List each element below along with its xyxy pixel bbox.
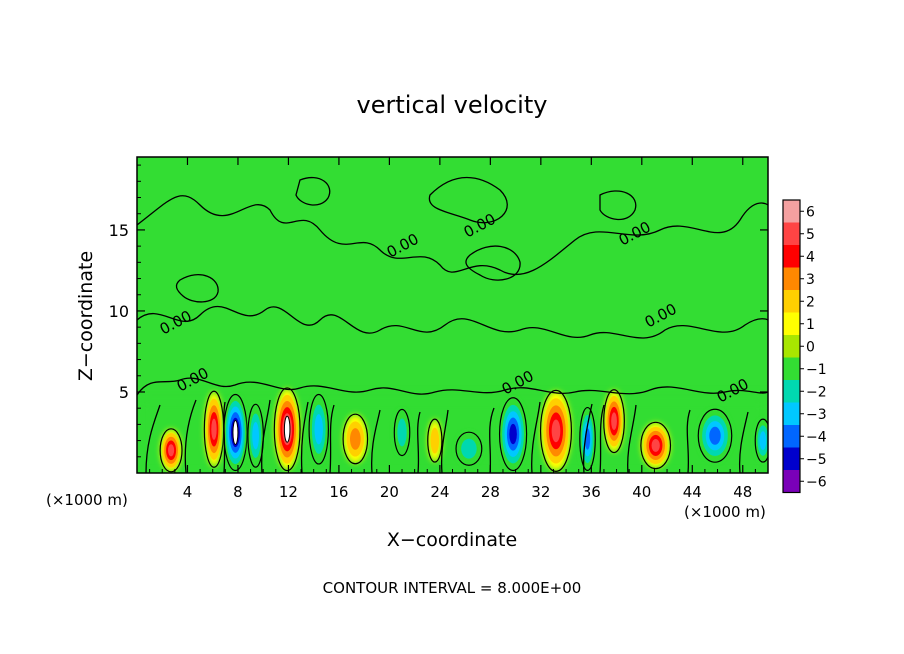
zero-contours bbox=[137, 176, 768, 473]
x-axis-label: X−coordinate bbox=[387, 529, 517, 551]
colorbar-swatch bbox=[783, 267, 800, 290]
colorbar-swatch bbox=[783, 290, 800, 313]
colorbar-label: 2 bbox=[806, 294, 815, 310]
velocity-cell bbox=[427, 418, 443, 463]
plot-area: 0.000.000.00 0.000.000.000.000.00 bbox=[136, 156, 769, 474]
velocity-cell bbox=[308, 393, 329, 465]
x-tick-label: 36 bbox=[582, 483, 601, 501]
colorbar-label: −2 bbox=[806, 384, 827, 400]
x-tick-label: 48 bbox=[733, 483, 752, 501]
colorbar-swatch bbox=[783, 470, 800, 493]
colorbar-label: 0 bbox=[806, 339, 815, 355]
colorbar-label: −1 bbox=[806, 362, 827, 378]
colorbar-swatch bbox=[783, 402, 800, 425]
velocity-cell bbox=[498, 397, 528, 472]
colorbar-swatch bbox=[783, 380, 800, 403]
x-tick-label: 8 bbox=[233, 483, 243, 501]
colorbar-label: −4 bbox=[806, 429, 827, 445]
x-tick-label: 4 bbox=[183, 483, 193, 501]
velocity-cell bbox=[539, 389, 573, 472]
x-tick-label: 28 bbox=[481, 483, 500, 501]
velocity-cell bbox=[579, 406, 596, 471]
y-tick-label: 10 bbox=[109, 302, 129, 321]
x-unit-right: (×1000 m) bbox=[684, 503, 766, 521]
colorbar-swatch bbox=[783, 312, 800, 335]
y-tick-label: 5 bbox=[119, 383, 129, 402]
colorbar-swatch bbox=[783, 425, 800, 448]
x-tick-label: 44 bbox=[683, 483, 702, 501]
y-axis-label: Z−coordinate bbox=[75, 251, 97, 381]
x-tick-label: 24 bbox=[430, 483, 449, 501]
velocity-cell bbox=[342, 413, 369, 465]
y-axis: 5 10 15 bbox=[109, 164, 768, 458]
colorbar-swatch bbox=[783, 200, 800, 223]
velocity-cell bbox=[273, 387, 301, 472]
x-tick-label: 32 bbox=[531, 483, 550, 501]
velocity-cell bbox=[203, 390, 225, 468]
velocity-cell bbox=[393, 408, 411, 457]
colorbar-label: 5 bbox=[806, 227, 815, 243]
colorbar-label: −6 bbox=[806, 474, 827, 490]
colorbar-label: 1 bbox=[806, 317, 815, 333]
velocity-cell bbox=[159, 428, 183, 473]
colorbar-swatch bbox=[783, 335, 800, 358]
velocity-cell bbox=[754, 418, 768, 463]
chart-title: vertical velocity bbox=[357, 91, 548, 119]
colorbar-label: −3 bbox=[806, 407, 827, 423]
colorbar: 6 5 4 3 2 1 0 −1 −2 −3 −4 −5 −6 bbox=[782, 199, 827, 494]
x-tick-label: 16 bbox=[329, 483, 348, 501]
colorbar-label: 6 bbox=[806, 204, 815, 220]
x-tick-label: 40 bbox=[632, 483, 651, 501]
colorbar-swatch bbox=[783, 447, 800, 470]
colorbar-swatch bbox=[783, 245, 800, 268]
y-tick-label: 15 bbox=[109, 221, 129, 240]
x-tick-label: 12 bbox=[279, 483, 298, 501]
velocity-cells bbox=[137, 387, 768, 473]
velocity-cell bbox=[697, 408, 733, 463]
x-axis: 4 8 12 16 20 24 28 32 36 40 44 48 bbox=[149, 157, 756, 501]
colorbar-swatch bbox=[783, 222, 800, 245]
velocity-cell bbox=[640, 421, 672, 470]
colorbar-label: 4 bbox=[806, 249, 815, 265]
contour-interval-note: CONTOUR INTERVAL = 8.000E+00 bbox=[323, 579, 582, 597]
velocity-cell bbox=[603, 389, 625, 454]
colorbar-label: −5 bbox=[806, 452, 827, 468]
velocity-cell bbox=[455, 431, 483, 466]
velocity-cell bbox=[247, 403, 264, 468]
colorbar-swatch bbox=[783, 357, 800, 380]
x-unit-left: (×1000 m) bbox=[46, 491, 128, 509]
velocity-cell bbox=[223, 393, 248, 472]
colorbar-label: 3 bbox=[806, 272, 815, 288]
x-tick-label: 20 bbox=[380, 483, 399, 501]
